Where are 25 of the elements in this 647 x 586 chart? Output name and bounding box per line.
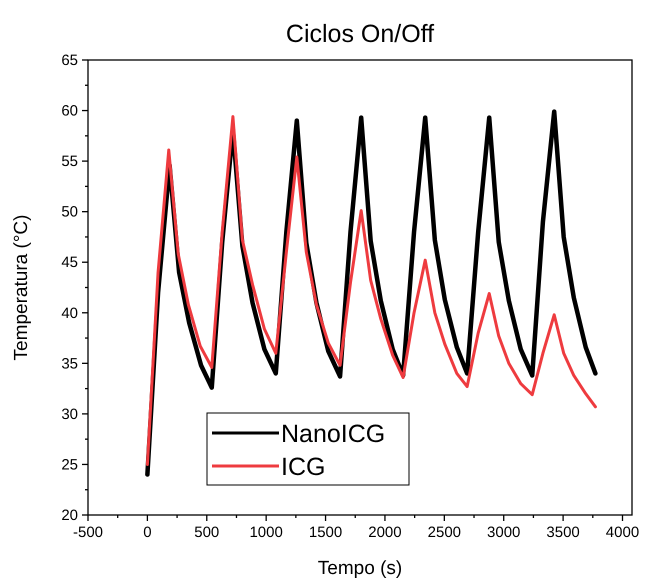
y-tick-label: 40	[61, 304, 78, 322]
y-tick-label: 30	[61, 406, 78, 423]
x-tick-label: 0	[143, 524, 152, 541]
legend-label: NanoICG	[281, 420, 386, 448]
y-tick-label: 45	[61, 254, 78, 272]
y-tick-label: 35	[61, 355, 78, 372]
y-tick-label: 55	[61, 153, 78, 170]
y-tick-label: 25	[61, 456, 78, 474]
x-tick-label: 3000	[487, 524, 520, 541]
x-tick-label: 1500	[308, 524, 342, 541]
x-tick-label: 1000	[249, 524, 283, 541]
chart-title: Ciclos On/Off	[286, 20, 434, 48]
x-tick-label: 2000	[368, 524, 402, 541]
x-axis-title: Tempo (s)	[318, 558, 402, 579]
y-tick-label: 20	[61, 507, 78, 524]
x-tick-label: -500	[72, 524, 104, 541]
x-tick-label: 3500	[546, 524, 580, 541]
x-tick-label: 2500	[428, 524, 462, 541]
legend-label: ICG	[281, 453, 326, 481]
y-tick-label: 50	[61, 204, 78, 221]
y-tick-label: 60	[61, 102, 78, 120]
x-tick-label: 4000	[606, 524, 640, 541]
y-tick-label: 65	[61, 52, 78, 69]
x-tick-label: 500	[194, 524, 220, 541]
y-axis-title: Temperatura (°C)	[11, 214, 32, 360]
